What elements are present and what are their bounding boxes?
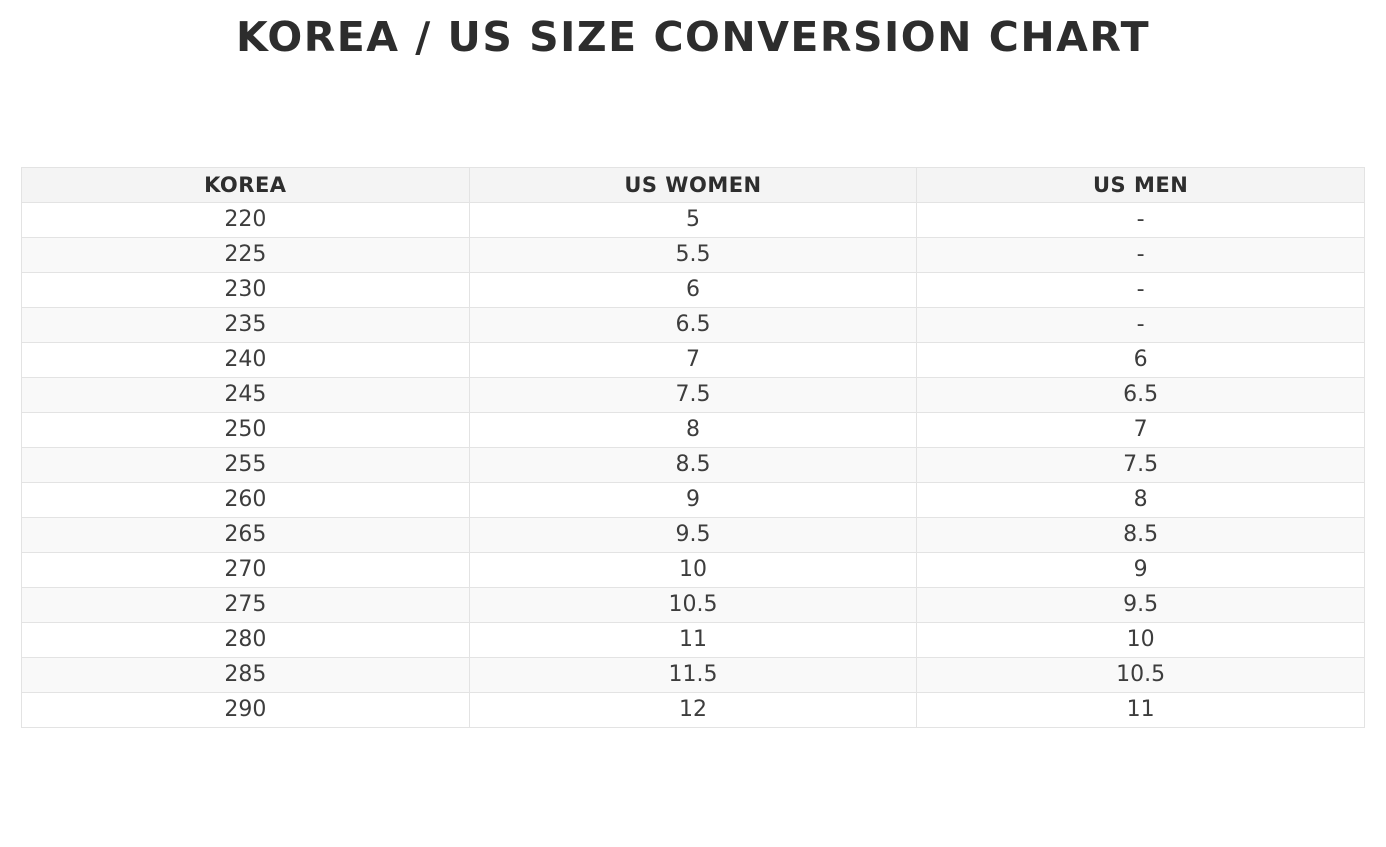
cell-korea-size: 255 xyxy=(21,447,470,483)
cell-us-women-size: 5.5 xyxy=(468,237,918,273)
cell-korea-size: 280 xyxy=(21,622,470,658)
cell-korea-size: 240 xyxy=(21,342,470,378)
table-row: 280 11 10 xyxy=(21,622,1365,658)
cell-us-women-size: 10 xyxy=(468,552,918,588)
cell-us-men-size: 6.5 xyxy=(916,377,1365,413)
table-row: 235 6.5 - xyxy=(21,307,1365,343)
table-row: 265 9.5 8.5 xyxy=(21,517,1365,553)
cell-korea-size: 220 xyxy=(21,202,470,238)
cell-us-women-size: 7.5 xyxy=(468,377,918,413)
table-head: KOREA US WOMEN US MEN xyxy=(21,167,1365,203)
cell-korea-size: 225 xyxy=(21,237,470,273)
cell-us-men-size: - xyxy=(916,307,1365,343)
cell-us-men-size: - xyxy=(916,202,1365,238)
table-row: 255 8.5 7.5 xyxy=(21,447,1365,483)
cell-korea-size: 235 xyxy=(21,307,470,343)
table-row: 285 11.5 10.5 xyxy=(21,657,1365,693)
table-row: 270 10 9 xyxy=(21,552,1365,588)
cell-korea-size: 260 xyxy=(21,482,470,518)
cell-korea-size: 285 xyxy=(21,657,470,693)
cell-korea-size: 265 xyxy=(21,517,470,553)
table-row: 225 5.5 - xyxy=(21,237,1365,273)
cell-us-men-size: 10.5 xyxy=(916,657,1365,693)
table-row: 260 9 8 xyxy=(21,482,1365,518)
cell-us-women-size: 11 xyxy=(468,622,918,658)
table-row: 230 6 - xyxy=(21,272,1365,308)
table-row: 250 8 7 xyxy=(21,412,1365,448)
cell-us-women-size: 10.5 xyxy=(468,587,918,623)
cell-us-men-size: 7 xyxy=(916,412,1365,448)
cell-us-men-size: 9 xyxy=(916,552,1365,588)
cell-us-men-size: - xyxy=(916,237,1365,273)
column-header-us-women: US WOMEN xyxy=(468,167,918,203)
table-row: 245 7.5 6.5 xyxy=(21,377,1365,413)
cell-us-women-size: 6.5 xyxy=(468,307,918,343)
cell-us-men-size: 6 xyxy=(916,342,1365,378)
page-title: KOREA / US SIZE CONVERSION CHART xyxy=(235,13,1151,61)
cell-us-women-size: 6 xyxy=(468,272,918,308)
cell-korea-size: 245 xyxy=(21,377,470,413)
table-row: 275 10.5 9.5 xyxy=(21,587,1365,623)
column-header-korea: KOREA xyxy=(21,167,470,203)
cell-us-men-size: 10 xyxy=(916,622,1365,658)
cell-us-men-size: 8.5 xyxy=(916,517,1365,553)
table-row: 290 12 11 xyxy=(21,692,1365,728)
cell-us-men-size: 9.5 xyxy=(916,587,1365,623)
cell-us-women-size: 11.5 xyxy=(468,657,918,693)
cell-korea-size: 275 xyxy=(21,587,470,623)
cell-us-men-size: - xyxy=(916,272,1365,308)
cell-korea-size: 270 xyxy=(21,552,470,588)
table-row: 240 7 6 xyxy=(21,342,1365,378)
cell-us-women-size: 8 xyxy=(468,412,918,448)
column-header-us-men: US MEN xyxy=(916,167,1365,203)
table-body: 220 5 - 225 5.5 - 230 6 - 235 6.5 - 240 … xyxy=(21,202,1365,728)
table-row: 220 5 - xyxy=(21,202,1365,238)
cell-us-women-size: 9.5 xyxy=(468,517,918,553)
cell-us-men-size: 11 xyxy=(916,692,1365,728)
cell-us-women-size: 12 xyxy=(468,692,918,728)
cell-us-men-size: 7.5 xyxy=(916,447,1365,483)
cell-korea-size: 250 xyxy=(21,412,470,448)
cell-us-women-size: 5 xyxy=(468,202,918,238)
cell-korea-size: 230 xyxy=(21,272,470,308)
cell-us-men-size: 8 xyxy=(916,482,1365,518)
size-conversion-table: KOREA US WOMEN US MEN 220 5 - 225 5.5 - … xyxy=(21,167,1365,728)
cell-us-women-size: 7 xyxy=(468,342,918,378)
cell-us-women-size: 8.5 xyxy=(468,447,918,483)
table-header-row: KOREA US WOMEN US MEN xyxy=(21,167,1365,203)
cell-us-women-size: 9 xyxy=(468,482,918,518)
cell-korea-size: 290 xyxy=(21,692,470,728)
